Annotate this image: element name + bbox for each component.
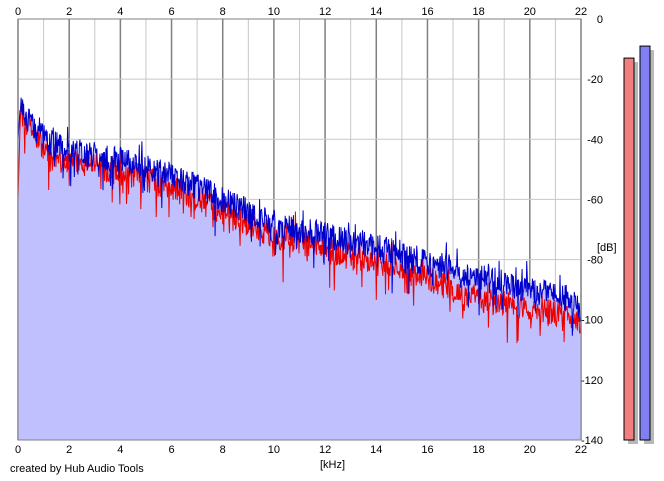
series-line-blue: [17, 97, 582, 336]
x-tick-label-bottom: 0: [15, 444, 21, 456]
y-tick-label: -80: [587, 255, 603, 267]
plot-border: [17, 18, 582, 441]
x-tick-label-top: 18: [473, 6, 485, 18]
level-meters: [623, 45, 654, 445]
y-tick-label: -100: [581, 315, 603, 327]
y-tick-label: -40: [587, 134, 603, 146]
y-tick-label: -60: [587, 194, 603, 206]
y-axis-label: [dB]: [597, 242, 617, 254]
y-tick-label: -140: [581, 435, 603, 447]
plot-area: [17, 97, 582, 440]
y-tick-label: -20: [587, 74, 603, 86]
x-tick-label-bottom: 22: [575, 444, 587, 456]
x-tick-label-top: 0: [15, 6, 21, 18]
x-tick-label-top: 16: [421, 6, 433, 18]
plot-frame: [17, 18, 582, 441]
credit-text: created by Hub Audio Tools: [10, 463, 144, 475]
x-tick-label-top: 14: [370, 6, 382, 18]
y-tick-label: 0: [597, 14, 603, 26]
x-tick-label-bottom: 12: [319, 444, 331, 456]
level-meter-left: [623, 57, 635, 441]
x-tick-label-bottom: 4: [117, 444, 123, 456]
x-axis-bottom: 0 2 4 6 8 10 12 14 16 18 20 22: [15, 444, 587, 456]
x-tick-label-top: 8: [220, 6, 226, 18]
x-tick-label-top: 2: [66, 6, 72, 18]
x-tick-label-top: 10: [268, 6, 280, 18]
x-tick-label-bottom: 8: [220, 444, 226, 456]
x-tick-label-bottom: 20: [524, 444, 536, 456]
x-tick-label-bottom: 14: [370, 444, 382, 456]
y-tick-label: -120: [581, 375, 603, 387]
x-tick-label-top: 20: [524, 6, 536, 18]
x-tick-label-bottom: 18: [473, 444, 485, 456]
x-axis-label: [kHz]: [320, 459, 345, 471]
x-tick-label-bottom: 16: [421, 444, 433, 456]
x-tick-label-bottom: 6: [168, 444, 174, 456]
x-tick-label-top: 12: [319, 6, 331, 18]
y-axis-right: 0 -20 -40 -60 -80 -100 -120 -140: [581, 14, 603, 447]
x-tick-label-bottom: 2: [66, 444, 72, 456]
x-tick-label-top: 4: [117, 6, 123, 18]
x-tick-label-top: 6: [168, 6, 174, 18]
x-tick-label-top: 22: [575, 6, 587, 18]
level-meter-right: [639, 45, 651, 441]
x-axis-top: 0 2 4 6 8 10 12 14 16 18 20 22: [15, 6, 587, 18]
x-tick-label-bottom: 10: [268, 444, 280, 456]
